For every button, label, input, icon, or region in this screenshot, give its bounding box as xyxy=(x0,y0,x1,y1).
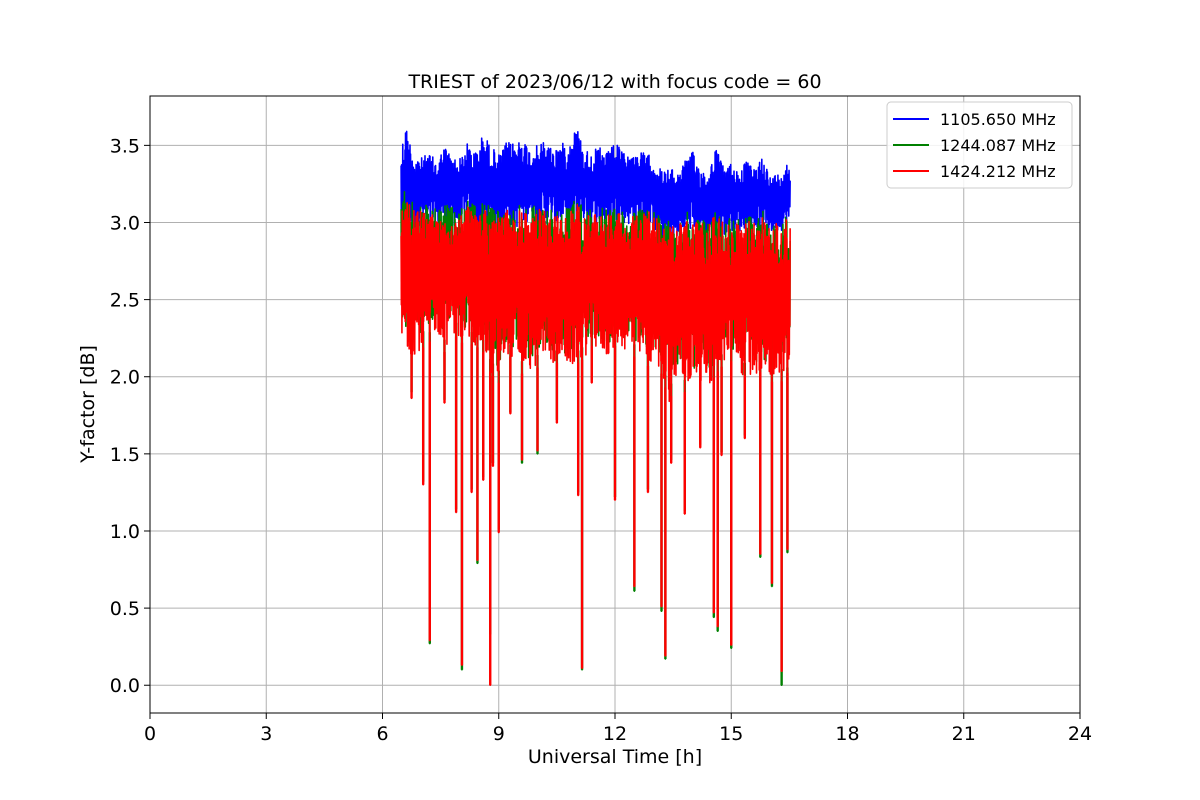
x-axis-ticks: 0 3 6 9 12 15 18 21 24 xyxy=(144,713,1092,745)
x-tick-label: 21 xyxy=(952,723,976,745)
y-tick-label: 0.5 xyxy=(110,598,140,620)
x-tick-label: 3 xyxy=(260,723,272,745)
legend-label: 1424.212 MHz xyxy=(940,162,1056,181)
x-tick-label: 18 xyxy=(835,723,859,745)
x-tick-label: 0 xyxy=(144,723,156,745)
x-tick-label: 15 xyxy=(719,723,743,745)
series-layer xyxy=(400,130,791,687)
y-tick-label: 0.0 xyxy=(110,675,140,697)
y-axis-ticks: 0.0 0.5 1.0 1.5 2.0 2.5 3.0 3.5 xyxy=(110,135,150,697)
legend-label: 1244.087 MHz xyxy=(940,136,1056,155)
y-tick-label: 2.5 xyxy=(110,290,140,312)
series-line xyxy=(400,201,791,687)
chart-title: TRIEST of 2023/06/12 with focus code = 6… xyxy=(407,71,821,93)
y-axis-label: Y-factor [dB] xyxy=(77,345,99,464)
x-axis-label: Universal Time [h] xyxy=(528,746,702,768)
x-tick-label: 12 xyxy=(603,723,627,745)
y-tick-label: 1.0 xyxy=(110,521,140,543)
legend-label: 1105.650 MHz xyxy=(940,110,1056,129)
y-tick-label: 3.5 xyxy=(110,135,140,157)
y-tick-label: 1.5 xyxy=(110,444,140,466)
x-tick-label: 24 xyxy=(1068,723,1092,745)
y-tick-label: 2.0 xyxy=(110,367,140,389)
legend: 1105.650 MHz 1244.087 MHz 1424.212 MHz xyxy=(886,101,1073,189)
x-tick-label: 6 xyxy=(376,723,388,745)
x-tick-label: 9 xyxy=(493,723,505,745)
series-line xyxy=(400,130,791,245)
y-tick-label: 3.0 xyxy=(110,212,140,234)
legend-box xyxy=(886,101,1073,189)
